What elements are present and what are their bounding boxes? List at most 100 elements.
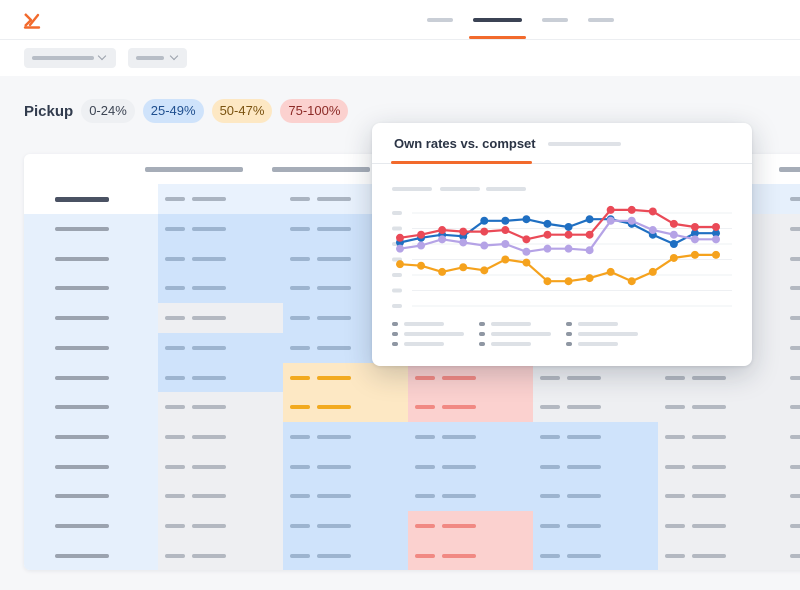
- cell-value-b: [567, 434, 601, 439]
- series-point: [585, 246, 594, 255]
- series-point: [712, 222, 720, 231]
- cell-value-b: [692, 434, 726, 439]
- legend-marker: [566, 322, 572, 326]
- cell-value-b: [317, 227, 351, 231]
- cell-value-b: [317, 553, 351, 558]
- cell-value-a: [165, 553, 185, 558]
- series-point: [690, 250, 699, 259]
- cell-value-a: [165, 286, 185, 291]
- cell-value-b: [567, 553, 601, 558]
- legend-marker: [566, 342, 572, 346]
- brand-logo-icon[interactable]: [22, 10, 42, 30]
- nav-item-4[interactable]: [588, 18, 614, 22]
- cell-value-b: [567, 375, 601, 380]
- series-point: [606, 205, 615, 214]
- cell-value-a: [540, 494, 560, 499]
- series-point: [438, 267, 447, 276]
- filter-dropdown-1[interactable]: [24, 48, 116, 68]
- cell-value-a: [290, 375, 310, 380]
- series-point: [627, 216, 636, 225]
- range-chip-0-24[interactable]: 0-24%: [81, 99, 135, 123]
- cell-value-b: [317, 345, 351, 350]
- series-point: [585, 274, 594, 283]
- tab-secondary[interactable]: [548, 142, 621, 146]
- cell-value-a: [790, 286, 800, 291]
- cell-value-a: [290, 524, 310, 528]
- series-point: [480, 266, 489, 275]
- cell-value-a: [415, 434, 435, 439]
- series-point: [396, 260, 404, 269]
- cell-value-a: [665, 375, 685, 380]
- cell-value-a: [540, 524, 560, 528]
- series-point: [690, 235, 699, 244]
- cell-value-a: [290, 434, 310, 439]
- series-point: [669, 253, 678, 262]
- cell-value-a: [290, 345, 310, 350]
- series-point: [417, 230, 426, 239]
- pickup-legend-title: Pickup: [24, 102, 74, 120]
- series-point: [438, 226, 447, 235]
- cell-value-a: [290, 256, 310, 261]
- series-point: [438, 235, 447, 244]
- series-point: [501, 240, 510, 248]
- legend-label: [578, 342, 618, 346]
- column-header: [272, 167, 370, 172]
- cell-value-b: [692, 494, 726, 499]
- cell-value-b: [442, 434, 476, 439]
- series-point: [459, 263, 468, 272]
- cell-value-a: [790, 316, 800, 321]
- cell-value-a: [790, 256, 800, 261]
- cell-value-a: [165, 316, 185, 321]
- cell-value-a: [665, 464, 685, 469]
- cell-value-a: [415, 553, 435, 558]
- cell-value-a: [165, 405, 185, 410]
- filter-dropdown-2[interactable]: [128, 48, 187, 68]
- series-point: [606, 267, 615, 276]
- cell-value-a: [790, 405, 800, 410]
- series-point: [606, 216, 615, 225]
- nav-item-3[interactable]: [542, 18, 568, 22]
- series-point: [627, 205, 636, 214]
- legend-marker: [392, 342, 398, 346]
- series-point: [669, 240, 678, 248]
- range-chip-25-49[interactable]: 25-49%: [142, 99, 204, 123]
- series-point: [627, 277, 636, 286]
- series-point: [501, 255, 510, 264]
- row-label: [55, 553, 109, 558]
- series-point: [501, 216, 510, 225]
- series-point: [712, 229, 720, 238]
- series-point: [396, 244, 404, 253]
- nav-item-1[interactable]: [427, 18, 453, 22]
- row-label: [55, 405, 109, 410]
- cell-value-a: [415, 405, 435, 410]
- cell-value-a: [790, 524, 800, 528]
- series-point: [690, 229, 699, 238]
- range-chip-75-100[interactable]: 75-100%: [280, 99, 349, 123]
- series-point: [522, 215, 531, 224]
- y-axis-tick-label: [392, 226, 402, 231]
- cell-value-b: [192, 345, 226, 350]
- cell-value-b: [192, 375, 226, 380]
- active-nav-indicator: [469, 36, 526, 39]
- cell-value-a: [290, 464, 310, 469]
- series-point: [669, 230, 678, 239]
- row-label: [55, 494, 109, 499]
- tab-own-rates-vs-compset[interactable]: Own rates vs. compset: [394, 136, 536, 151]
- cell-value-a: [790, 553, 800, 558]
- cell-value-b: [317, 524, 351, 528]
- filter-bar: [0, 40, 800, 76]
- series-point: [522, 235, 531, 244]
- column-header: [779, 167, 800, 172]
- header-sub-label: [790, 197, 800, 201]
- series-point: [396, 233, 404, 242]
- cell-value-a: [165, 464, 185, 469]
- series-point: [648, 226, 657, 235]
- cell-value-a: [165, 345, 185, 350]
- cell-value-b: [317, 405, 351, 410]
- nav-item-2-active[interactable]: [473, 18, 522, 22]
- row-label: [55, 434, 109, 439]
- cell-value-a: [665, 405, 685, 410]
- pickup-legend: Pickup 0-24% 25-49% 50-47% 75-100%: [24, 99, 356, 123]
- range-chip-50-74[interactable]: 50-47%: [211, 99, 273, 123]
- filter-dropdown-2-label: [136, 56, 164, 60]
